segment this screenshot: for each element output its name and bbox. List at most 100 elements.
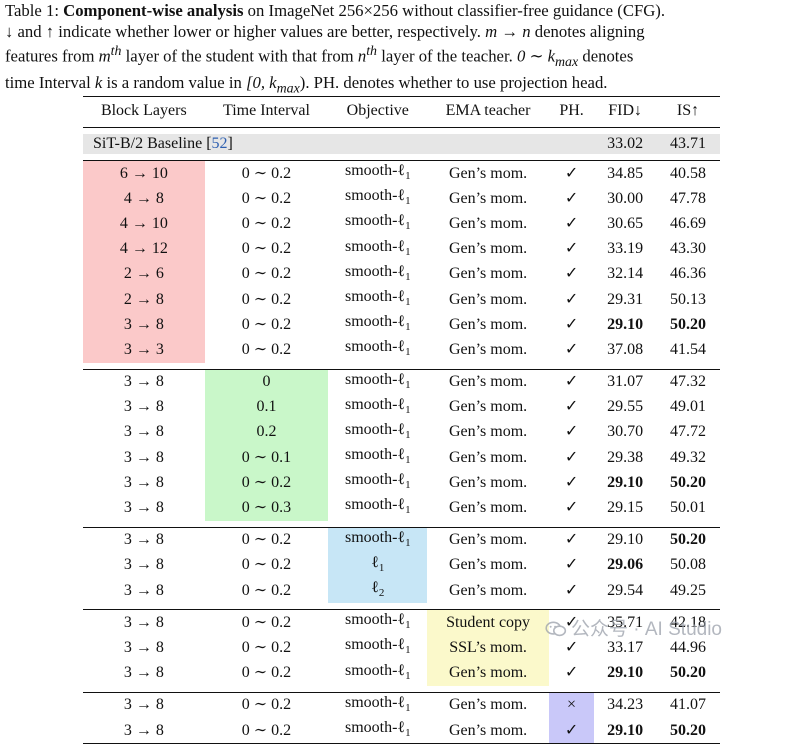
citation-link[interactable]: 52 bbox=[211, 135, 228, 152]
cell-fid: 33.19 bbox=[607, 240, 644, 258]
table-row: 3 → 3 0 ∼ 0.2 smooth-ℓ1 Gen’s mom. ✓ 37.08 41.… bbox=[83, 337, 720, 363]
cell-block-layers: 3 → 8 bbox=[123, 581, 164, 599]
cell-is: 50.20 bbox=[656, 717, 720, 744]
cell-is: 49.32 bbox=[670, 448, 707, 466]
table-row: 4 → 10 0 ∼ 0.2 smooth-ℓ1 Gen’s mom. ✓ 30.65 46… bbox=[83, 211, 720, 237]
cell-block-layers: 3 → 8 bbox=[83, 368, 205, 395]
caption-title: Component-wise analysis bbox=[63, 1, 244, 20]
cell-fid: 29.10 bbox=[607, 664, 644, 682]
cell-block-layers: 3 → 8 bbox=[123, 664, 164, 682]
cell-objective: smooth-ℓ1 bbox=[328, 262, 427, 287]
cell-is: 50.08 bbox=[670, 556, 707, 574]
cell-ph: × bbox=[548, 691, 595, 718]
cell-objective: smooth-ℓ1 bbox=[328, 609, 428, 636]
cell-ph: ✓ bbox=[564, 240, 579, 258]
cell-time-interval: 0.2 bbox=[204, 419, 329, 446]
cell-objective: smooth-ℓ1 bbox=[328, 337, 427, 362]
cell-ph: ✓ bbox=[548, 368, 595, 395]
header-objective: Objective bbox=[328, 96, 428, 128]
cell-is: 46.69 bbox=[670, 214, 707, 232]
objective-text: smooth-ℓ bbox=[344, 496, 406, 514]
caption-math: [0, k bbox=[246, 73, 277, 93]
objective-subscript: 2 bbox=[378, 587, 385, 600]
header-time-interval: Time Interval bbox=[204, 96, 329, 128]
cell-is: 50.20 bbox=[670, 315, 707, 333]
cell-ema-teacher: Student copy bbox=[427, 609, 549, 636]
objective-subscript: 1 bbox=[405, 195, 411, 208]
cell-ema-teacher: Gen’s mom. bbox=[448, 499, 528, 517]
table-row: 3 → 8 0 ∼ 0.2 ℓ2 Gen’s mom. ✓ 29.54 49.25 bbox=[83, 578, 720, 604]
table-body: SiT-B/2 Baseline [52] 33.02 43.71 6 → 10… bbox=[83, 128, 720, 744]
cell-time-interval: 0 ∼ 0.2 bbox=[204, 717, 329, 744]
objective-text: smooth-ℓ bbox=[344, 661, 406, 679]
caption-math: 0 ∼ k bbox=[516, 46, 556, 66]
cell-objective: smooth-ℓ1 bbox=[328, 691, 428, 718]
cell-time-interval: 0 ∼ 0.1 bbox=[204, 445, 329, 471]
cell-is: 50.20 bbox=[670, 473, 707, 491]
objective-subscript: 1 bbox=[405, 727, 411, 740]
caption-text: is a random value in bbox=[102, 73, 246, 93]
objective-text: smooth-ℓ bbox=[344, 718, 406, 736]
table-row: 3 → 8 0 smooth-ℓ1 Gen’s mom. ✓ 31.07 47.32 bbox=[83, 368, 720, 395]
cell-objective: smooth-ℓ1 bbox=[328, 717, 428, 744]
caption-math: ) bbox=[299, 73, 306, 93]
cell-fid: 37.08 bbox=[607, 340, 644, 358]
caption-math-sub: max bbox=[555, 54, 579, 70]
objective-subscript: 1 bbox=[405, 270, 411, 283]
caption-text: time Interval bbox=[5, 73, 95, 93]
objective-subscript: 1 bbox=[405, 644, 411, 657]
cell-block-layers: 4 → 12 bbox=[83, 236, 205, 262]
cell-fid: 29.06 bbox=[607, 556, 644, 574]
table-row: 4 → 12 0 ∼ 0.2 smooth-ℓ1 Gen’s mom. ✓ 33.19 43… bbox=[83, 236, 720, 262]
caption-text: layer of the student with that from bbox=[121, 46, 358, 66]
cell-is: 41.07 bbox=[656, 691, 720, 718]
cell-ema-teacher: Gen’s mom. bbox=[448, 398, 528, 416]
cell-fid: 33.17 bbox=[607, 638, 644, 656]
cell-block-layers: 3 → 8 bbox=[123, 448, 164, 466]
objective-text: smooth-ℓ bbox=[344, 395, 406, 413]
cell-ph: ✓ bbox=[548, 160, 595, 187]
cell-time-interval: 0 ∼ 0.2 bbox=[241, 638, 292, 656]
cell-ema-teacher: Gen’s mom. bbox=[427, 717, 549, 744]
cell-ph: ✓ bbox=[548, 717, 595, 744]
cell-ph: ✓ bbox=[564, 581, 579, 599]
cell-is: 47.72 bbox=[670, 423, 707, 441]
cell-objective: smooth-ℓ1 bbox=[328, 495, 427, 520]
baseline-name: SiT-B/2 Baseline [ bbox=[93, 135, 212, 152]
cell-time-interval: 0 ∼ 0.2 bbox=[241, 340, 292, 358]
objective-text: smooth-ℓ bbox=[344, 287, 406, 305]
objective-text: smooth-ℓ bbox=[344, 262, 406, 280]
caption-text: . PH. denotes whether to use projection … bbox=[305, 73, 608, 93]
objective-subscript: 1 bbox=[405, 296, 411, 309]
caption-text: layer of the teacher. bbox=[377, 46, 517, 66]
cell-ema-teacher: Gen’s mom. bbox=[448, 214, 528, 232]
cell-ph: ✓ bbox=[564, 340, 579, 358]
caption-text: on ImageNet 256×256 without classifier-f… bbox=[243, 1, 666, 20]
cell-ema-teacher: Gen’s mom. bbox=[448, 473, 528, 491]
baseline-row: SiT-B/2 Baseline [52] 33.02 43.71 bbox=[83, 134, 720, 154]
header-ph: PH. bbox=[548, 96, 595, 128]
cell-ph: ✓ bbox=[564, 214, 579, 232]
cell-objective: smooth-ℓ1 bbox=[328, 661, 427, 686]
objective-text: ℓ bbox=[371, 579, 379, 596]
cell-fid: 29.54 bbox=[607, 581, 644, 599]
cell-fid: 29.55 bbox=[607, 398, 644, 416]
objective-subscript: 1 bbox=[405, 346, 411, 359]
cell-fid: 34.85 bbox=[594, 160, 657, 187]
cell-ema-teacher: Gen’s mom. bbox=[427, 160, 549, 187]
cell-objective: smooth-ℓ1 bbox=[328, 160, 428, 187]
cell-time-interval: 0 ∼ 0.2 bbox=[204, 691, 329, 718]
cell-time-interval: 0 ∼ 0.2 bbox=[204, 470, 329, 496]
caption-text: features from bbox=[5, 46, 99, 66]
objective-text: smooth-ℓ bbox=[344, 162, 406, 179]
cell-is: 47.78 bbox=[670, 189, 707, 207]
cell-block-layers: 3 → 8 bbox=[83, 526, 205, 553]
cell-is: 41.54 bbox=[670, 340, 707, 358]
cell-is: 46.36 bbox=[670, 265, 707, 283]
cell-ph: ✓ bbox=[564, 638, 579, 656]
cell-is: 50.20 bbox=[670, 664, 707, 682]
cell-fid: 29.10 bbox=[594, 526, 657, 553]
